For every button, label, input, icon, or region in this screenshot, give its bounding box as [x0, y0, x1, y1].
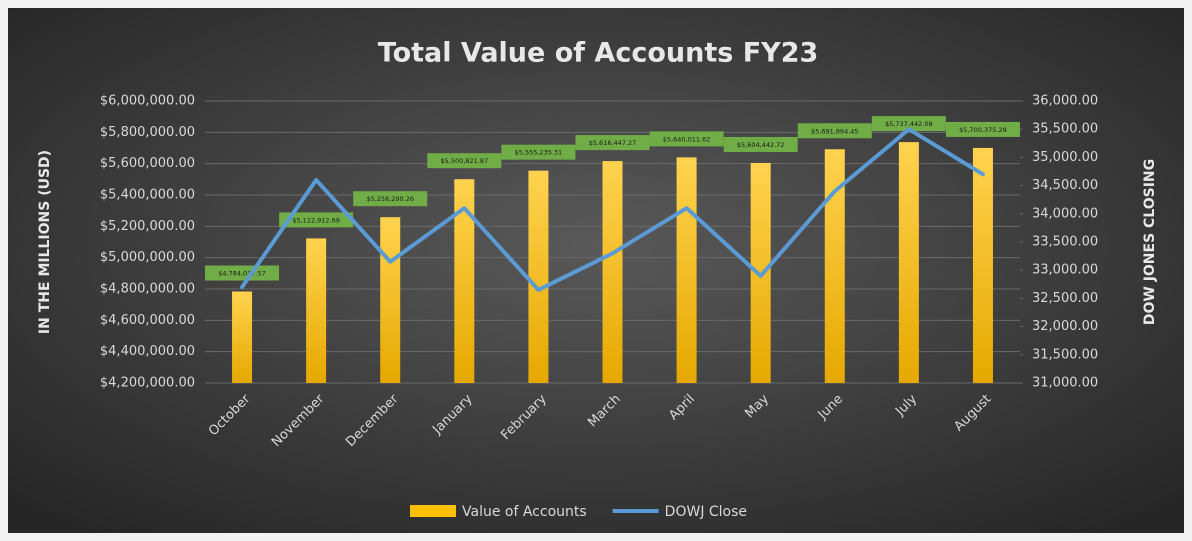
data-label: $5,700,375.28 — [959, 126, 1007, 134]
data-label: $5,604,442.72 — [737, 141, 785, 149]
bar — [824, 149, 845, 383]
bar — [676, 157, 697, 383]
y-tick-label: $4,200,000.00 — [100, 376, 195, 391]
chart-title: Total Value of Accounts FY23 — [378, 38, 819, 69]
y2-tick-label: 34,000.00 — [1032, 206, 1098, 221]
bar — [602, 161, 623, 383]
y-tick-label: $5,600,000.00 — [100, 156, 195, 171]
legend-label: DOWJ Close — [665, 504, 747, 520]
bar — [972, 147, 993, 383]
y2-tick-label: 35,500.00 — [1032, 122, 1098, 137]
y2-tick-label: 33,000.00 — [1032, 263, 1098, 278]
y2-tick-label: 31,500.00 — [1032, 347, 1098, 362]
data-label-box — [723, 136, 798, 152]
data-label: $5,737,442.08 — [885, 120, 933, 128]
y-tick-label: $4,400,000.00 — [100, 344, 195, 359]
data-label-box — [575, 135, 650, 151]
bar — [454, 179, 475, 383]
y-tick-label: $5,000,000.00 — [100, 250, 195, 265]
data-label: $5,258,290.26 — [366, 195, 414, 203]
y-tick-label: $5,400,000.00 — [100, 188, 195, 203]
y2-tick-label: 35,000.00 — [1032, 150, 1098, 165]
data-label-box — [649, 131, 724, 147]
y-tick-label: $5,800,000.00 — [100, 125, 195, 140]
bar — [528, 170, 549, 383]
y2-tick-label: 32,000.00 — [1032, 319, 1098, 334]
data-label-box — [797, 123, 872, 139]
bar — [380, 217, 401, 383]
y2-tick-label: 32,500.00 — [1032, 291, 1098, 306]
bar — [232, 291, 253, 383]
chart-background — [8, 8, 1184, 533]
y-tick-label: $5,200,000.00 — [100, 219, 195, 234]
y-tick-label: $4,600,000.00 — [100, 313, 195, 328]
data-label-box — [353, 191, 428, 207]
data-label-box — [871, 116, 946, 132]
bar — [898, 142, 919, 383]
y2-tick-label: 31,000.00 — [1032, 376, 1098, 391]
data-label: $5,122,912.69 — [292, 216, 340, 224]
y-tick-label: $6,000,000.00 — [100, 94, 195, 109]
bar — [306, 238, 327, 383]
data-label-box — [945, 121, 1020, 137]
legend-label: Value of Accounts — [462, 504, 587, 520]
data-label-box — [279, 212, 354, 228]
y2-axis-label: DOW JONES CLOSING — [1142, 159, 1158, 325]
y-tick-label: $4,800,000.00 — [100, 282, 195, 297]
data-label-box — [501, 144, 576, 160]
data-label-box — [427, 153, 502, 169]
y2-tick-label: 34,500.00 — [1032, 178, 1098, 193]
data-label: $5,691,994.45 — [811, 127, 859, 135]
data-label-box — [205, 265, 280, 281]
data-label: $5,640,011.62 — [663, 135, 711, 143]
y2-tick-label: 36,000.00 — [1032, 94, 1098, 109]
data-label: $5,500,821.87 — [441, 157, 489, 165]
y2-tick-label: 33,500.00 — [1032, 235, 1098, 250]
y-axis-label: IN THE MILLIONS (USD) — [37, 150, 53, 334]
data-label: $5,616,447.27 — [589, 139, 637, 147]
data-label: $4,784,037.57 — [218, 270, 266, 278]
legend-swatch — [410, 505, 456, 517]
data-label: $5,555,235.31 — [515, 149, 563, 157]
line — [240, 127, 985, 292]
